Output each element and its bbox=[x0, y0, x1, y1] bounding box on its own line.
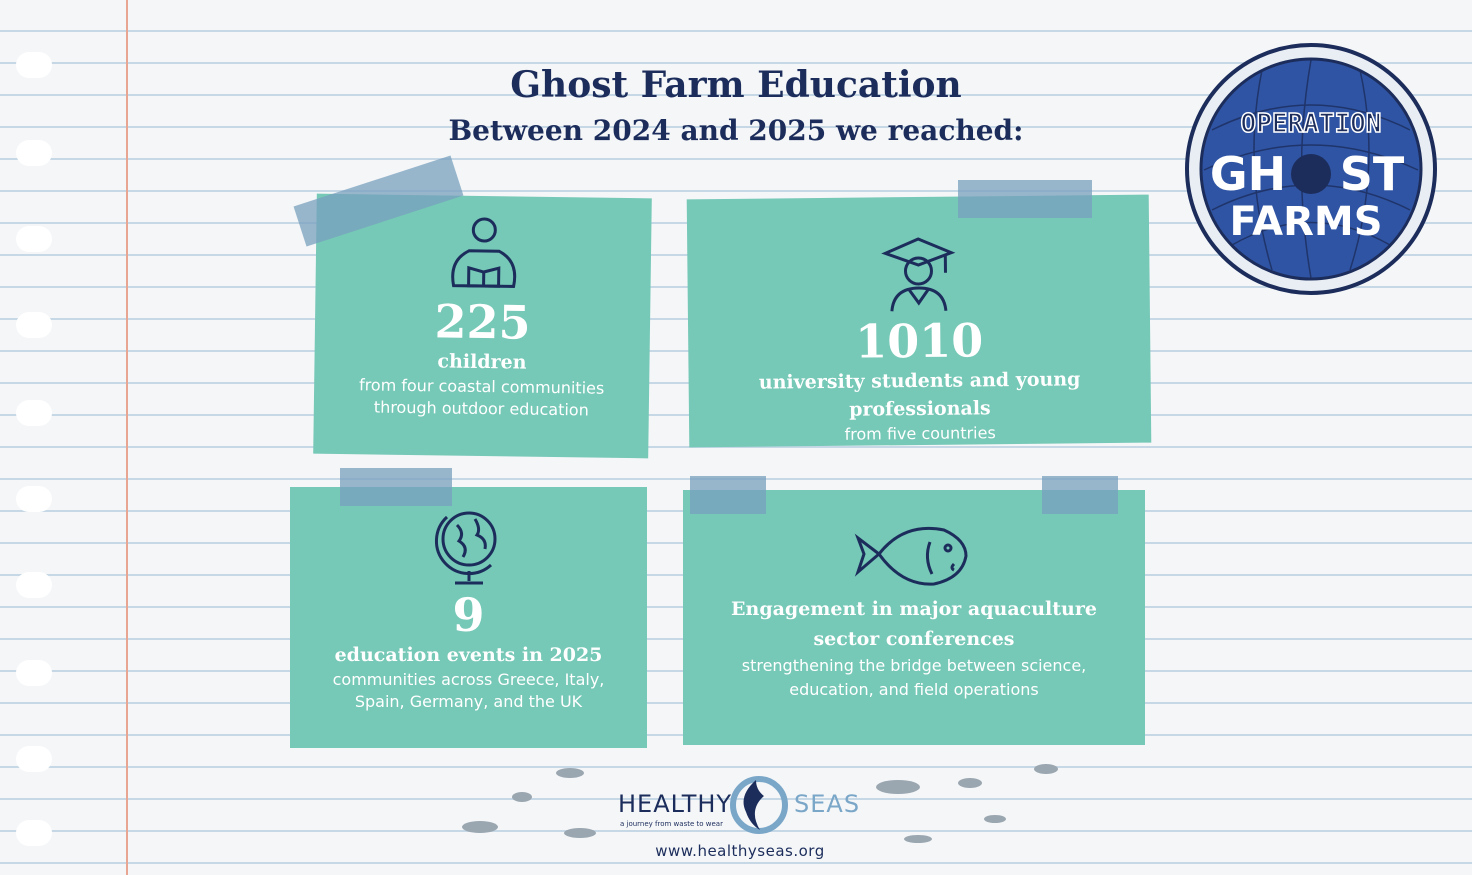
punch-hole bbox=[16, 486, 52, 512]
punch-hole bbox=[16, 226, 52, 252]
brand-mark bbox=[730, 776, 788, 834]
stat-description: communities across Greece, Italy, Spain,… bbox=[290, 669, 647, 713]
brand-left: HEALTHY bbox=[618, 790, 733, 818]
stat-number: 1010 bbox=[854, 313, 984, 369]
tape bbox=[958, 180, 1092, 218]
label-line: Engagement in major aquaculture bbox=[731, 598, 1097, 620]
punch-hole bbox=[16, 52, 52, 78]
stat-label: Engagement in major aquaculture sector c… bbox=[683, 594, 1145, 654]
description-line: communities across Greece, Italy, bbox=[332, 670, 605, 689]
logo-bottom: FARMS bbox=[1229, 199, 1382, 245]
logo-top: OPERATION bbox=[1241, 109, 1382, 139]
tape bbox=[1042, 476, 1118, 514]
label-line: education events in 2025 bbox=[334, 644, 603, 666]
description-line: Spain, Germany, and the UK bbox=[354, 692, 583, 711]
stat-number: 9 bbox=[452, 588, 485, 642]
tagline: a journey from waste to wear bbox=[620, 820, 723, 828]
punch-hole bbox=[16, 572, 52, 598]
fish-decoration bbox=[462, 764, 1058, 843]
punch-hole bbox=[16, 746, 52, 772]
brand-right: SEAS bbox=[794, 790, 861, 818]
logo-middle-left: GH bbox=[1210, 147, 1286, 201]
punch-hole bbox=[16, 820, 52, 846]
margin-line bbox=[126, 0, 128, 875]
stat-description: from five countries bbox=[689, 421, 1151, 448]
fish-icon bbox=[854, 526, 968, 586]
punch-hole bbox=[16, 312, 52, 338]
stat-card: 1010 university students and young profe… bbox=[686, 194, 1152, 448]
description-line: from five countries bbox=[844, 423, 996, 444]
subtitle: Between 2024 and 2025 we reached: bbox=[448, 114, 1024, 147]
website-url: www.healthyseas.org bbox=[655, 842, 825, 860]
description-line: education, and field operations bbox=[789, 680, 1039, 699]
stat-card: 9 education events in 2025 communities a… bbox=[290, 487, 647, 748]
reader-icon bbox=[450, 217, 516, 288]
title: Ghost Farm Education bbox=[510, 64, 962, 106]
stat-label: education events in 2025 bbox=[290, 641, 647, 669]
description-line: from four coastal communities bbox=[358, 375, 605, 398]
healthy-seas-logo: HEALTHY SEAS a journey from waste to wea… bbox=[618, 776, 863, 836]
stat-card: 225 children from four coastal communiti… bbox=[313, 193, 652, 459]
stat-description: from four coastal communities through ou… bbox=[314, 374, 650, 423]
graduate-icon bbox=[881, 237, 956, 312]
tape bbox=[340, 468, 452, 506]
description-line: strengthening the bridge between science… bbox=[741, 656, 1087, 675]
stat-description: strengthening the bridge between science… bbox=[683, 654, 1145, 702]
label-line: sector conferences bbox=[813, 628, 1015, 650]
logo-middle-right: ST bbox=[1340, 147, 1405, 201]
stat-label: university students and young profession… bbox=[688, 365, 1151, 426]
operation-ghost-farms-logo: OPERATION GH ST FARMS bbox=[1185, 43, 1437, 295]
punch-hole bbox=[16, 140, 52, 166]
tape bbox=[690, 476, 766, 514]
stat-card: Engagement in major aquaculture sector c… bbox=[683, 490, 1145, 745]
punch-hole bbox=[16, 400, 52, 426]
globe-icon bbox=[434, 511, 496, 585]
punch-hole bbox=[16, 660, 52, 686]
stat-number: 225 bbox=[434, 294, 531, 350]
label-line: university students and young profession… bbox=[758, 368, 1081, 421]
